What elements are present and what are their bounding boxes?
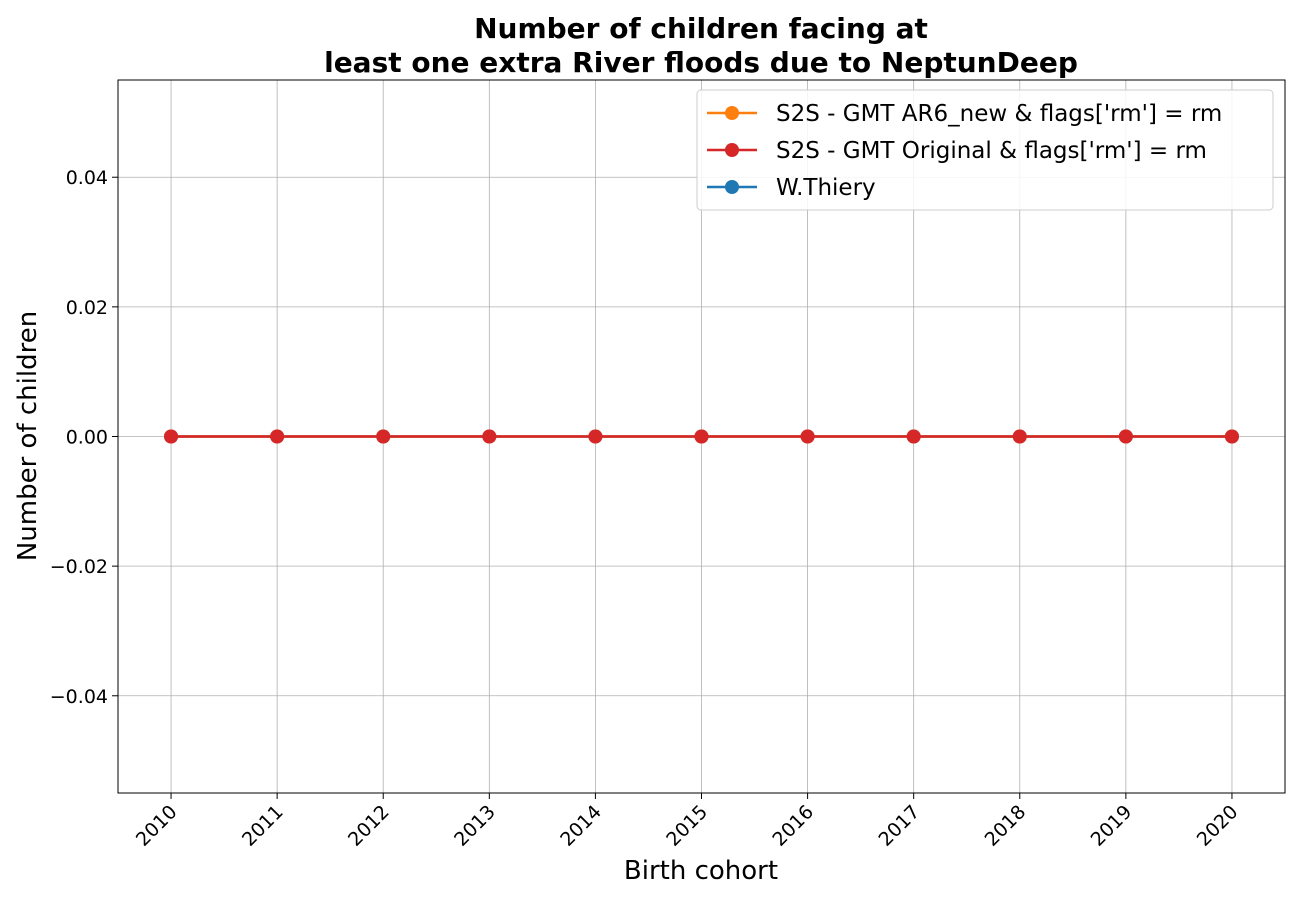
x-tick-label: 2015 [662, 801, 712, 851]
legend-label: W.Thiery [776, 175, 876, 201]
x-tick-label: 2020 [1193, 801, 1243, 851]
x-axis: 2010 2011 2012 2013 2014 2015 2016 2017 2018 2019… [132, 793, 1243, 851]
y-tick-label: −0.04 [50, 686, 108, 708]
data-point [482, 429, 497, 444]
legend-label: S2S - GMT Original & flags['rm'] = rm [776, 138, 1207, 164]
y-tick-label: 0.04 [66, 167, 108, 189]
data-point [694, 429, 709, 444]
legend-marker [725, 180, 739, 194]
y-tick-label: −0.02 [50, 556, 108, 578]
series-layer [164, 429, 1239, 444]
y-tick-label: 0.02 [66, 297, 108, 319]
legend-item: W.Thiery [707, 175, 876, 201]
data-point [1012, 429, 1027, 444]
x-tick-label: 2013 [450, 801, 500, 851]
data-point [164, 429, 179, 444]
series-1 [164, 429, 1239, 444]
data-point [800, 429, 815, 444]
data-point [1118, 429, 1133, 444]
x-tick-label: 2014 [556, 801, 606, 851]
x-tick-label: 2019 [1087, 801, 1137, 851]
chart-title-line-1: Number of children facing at [474, 12, 928, 45]
x-tick-label: 2010 [132, 801, 182, 851]
x-tick-label: 2016 [768, 801, 818, 851]
y-tick-label: 0.00 [66, 427, 108, 449]
y-axis: −0.04 −0.02 0.00 0.02 0.04 [50, 167, 118, 708]
data-point [906, 429, 921, 444]
x-tick-label: 2011 [238, 801, 288, 851]
legend-marker [725, 143, 739, 157]
legend: S2S - GMT AR6_new & flags['rm'] = rm S2S … [696, 89, 1274, 211]
data-point [1224, 429, 1239, 444]
legend-marker [725, 106, 739, 120]
data-point [270, 429, 285, 444]
data-point [376, 429, 391, 444]
data-point [588, 429, 603, 444]
legend-item: S2S - GMT AR6_new & flags['rm'] = rm [707, 101, 1222, 127]
legend-label: S2S - GMT AR6_new & flags['rm'] = rm [776, 101, 1222, 127]
legend-item: S2S - GMT Original & flags['rm'] = rm [707, 138, 1207, 164]
legend-box [696, 89, 1274, 211]
chart-title-line-2: least one extra River floods due to Nept… [324, 46, 1078, 79]
x-tick-label: 2018 [981, 801, 1031, 851]
x-tick-label: 2017 [874, 801, 924, 851]
y-axis-label: Number of children [13, 311, 43, 561]
x-tick-label: 2012 [344, 801, 394, 851]
x-axis-label: Birth cohort [624, 856, 778, 886]
